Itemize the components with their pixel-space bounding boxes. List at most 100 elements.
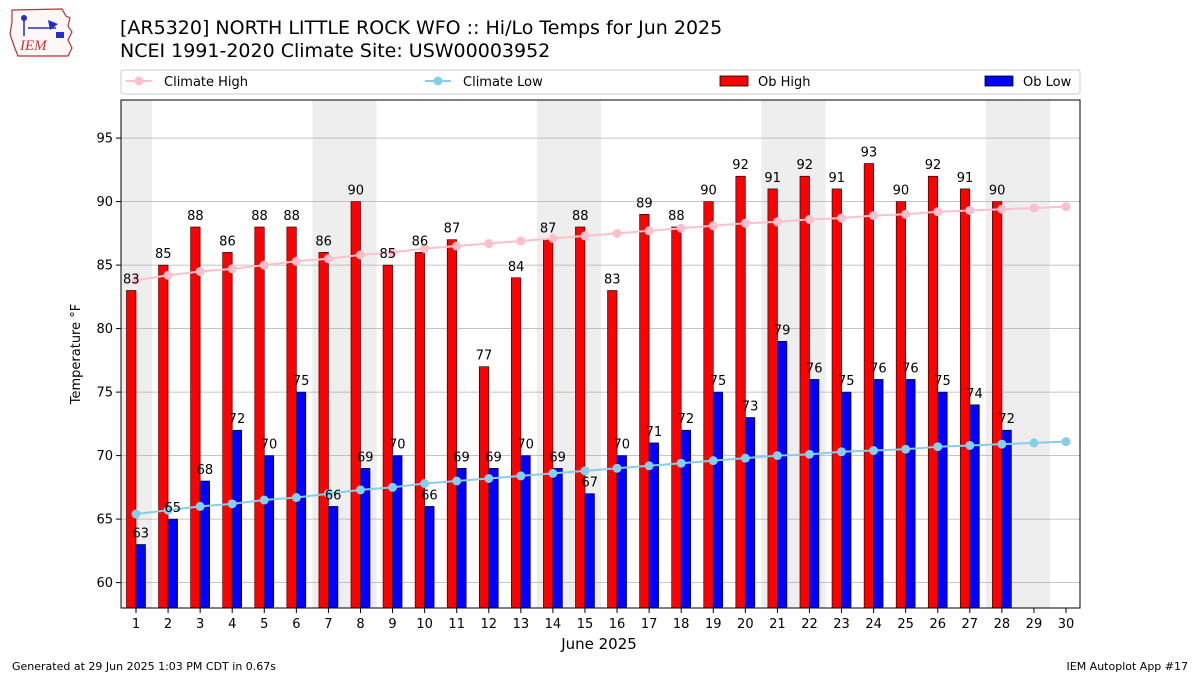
ob-low-bar-label: 69 — [549, 450, 566, 465]
ob-low-bar — [905, 379, 916, 609]
ob-low-bar-label: 63 — [132, 527, 149, 542]
climate-high-point — [708, 221, 718, 231]
ob-low-bar — [552, 467, 563, 609]
climate-low-point — [452, 476, 462, 486]
ob-high-bar — [831, 188, 842, 609]
ob-high-bar-label: 85 — [380, 247, 397, 262]
ob-low-bar-label: 70 — [614, 438, 631, 453]
ob-high-bar — [895, 201, 906, 609]
generated-timestamp: Generated at 29 Jun 2025 1:03 PM CDT in … — [12, 660, 277, 673]
x-tick-label: 22 — [801, 617, 818, 632]
ob-high-bar-label: 91 — [764, 171, 781, 186]
ob-low-bar-label: 75 — [710, 374, 727, 389]
ob-low-bar-label: 76 — [902, 361, 919, 376]
ob-low-bar — [873, 379, 884, 609]
ob-high-bar-label: 86 — [412, 234, 429, 249]
legend-frame — [120, 69, 1081, 95]
ob-high-bar — [254, 226, 265, 609]
ob-high-bar-label: 84 — [508, 260, 525, 275]
y-axis-label: Temperature °F — [69, 304, 84, 405]
ob-low-bar-label: 76 — [870, 361, 887, 376]
ob-low-bar-label: 75 — [838, 374, 855, 389]
climate-low-point — [676, 458, 686, 468]
ob-low-bar — [777, 340, 788, 609]
ob-high-bar — [190, 226, 201, 609]
weekend-band — [121, 100, 153, 608]
climate-high-line — [135, 205, 1067, 282]
y-tick-label: 90 — [96, 195, 113, 210]
ob-high-bar — [575, 226, 586, 609]
ob-high-bar — [318, 252, 329, 609]
x-tick-label: 8 — [356, 617, 364, 632]
y-tick-label: 75 — [96, 386, 113, 401]
ob-low-bar-label: 71 — [646, 425, 663, 440]
climate-high-point — [676, 223, 686, 233]
climate-low-point — [740, 453, 750, 463]
climate-high-point — [131, 275, 141, 285]
climate-high-point — [355, 250, 365, 260]
legend: Climate High Climate Low Ob High Ob Low — [120, 69, 1081, 95]
x-tick-label: 4 — [228, 617, 236, 632]
climate-high-point — [452, 241, 462, 251]
ob-high-bar — [286, 226, 297, 609]
ob-low-bar-label: 72 — [229, 412, 246, 427]
ob-high-bar-label: 86 — [219, 234, 236, 249]
ob-high-bar-label: 87 — [444, 222, 461, 237]
climate-high-point — [837, 213, 847, 223]
y-tick-label: 85 — [96, 259, 113, 274]
x-tick-label: 26 — [929, 617, 946, 632]
ob-high-bar-label: 90 — [700, 184, 717, 199]
climate-high-point — [901, 209, 911, 219]
climate-low-point — [195, 501, 205, 511]
ob-high-bar — [158, 264, 169, 609]
ob-high-bar-label: 92 — [925, 158, 942, 173]
app-credit: IEM Autoplot App #17 — [1066, 660, 1189, 673]
climate-low-point — [869, 446, 879, 456]
climate-high-point — [259, 260, 269, 270]
x-tick-label: 25 — [897, 617, 914, 632]
ob-low-bar — [616, 455, 627, 609]
data-labels: 83 85 88 86 88 88 86 90 85 86 87 77 84 87 88 83 89 88 90 92… — [123, 146, 1015, 542]
logo-text: IEM — [19, 38, 48, 54]
x-tick-label: 11 — [448, 617, 465, 632]
ob-low-bar-label: 66 — [421, 488, 438, 503]
ob-high-bar — [478, 366, 490, 609]
ob-low-bar — [199, 480, 210, 609]
ob-high-bar-label: 88 — [251, 209, 268, 224]
climate-low-point — [163, 505, 173, 515]
y-tick-label: 95 — [96, 132, 113, 147]
x-tick-label: 19 — [705, 617, 722, 632]
bars — [126, 163, 1012, 609]
ob-high-bar — [767, 188, 778, 609]
ob-high-bar-label: 92 — [732, 158, 749, 173]
x-tick-label: 10 — [416, 617, 433, 632]
climate-low-point — [997, 439, 1007, 449]
legend-climate-high-label: Climate High — [164, 75, 248, 90]
climate-high-point — [580, 231, 590, 241]
ob-high-bar — [414, 252, 425, 609]
climate-high-point — [548, 233, 558, 243]
climate-low-point — [548, 468, 558, 478]
climate-high-point — [772, 217, 782, 227]
ob-high-bar-label: 86 — [315, 234, 332, 249]
x-tick-label: 27 — [962, 617, 979, 632]
ob-high-bar — [703, 201, 714, 609]
legend-ob-high-label: Ob High — [758, 75, 811, 90]
climate-low-point — [131, 509, 141, 519]
ob-low-bar-label: 68 — [197, 463, 214, 478]
x-tick-label: 23 — [833, 617, 850, 632]
ob-low-bar-label: 75 — [293, 374, 310, 389]
climate-high-point — [195, 266, 205, 276]
ob-high-bar — [446, 239, 458, 609]
legend-ob-low-swatch — [984, 75, 1014, 87]
ob-high-bar — [863, 163, 874, 609]
climate-low-point — [420, 479, 430, 489]
x-tick-label: 2 — [164, 617, 172, 632]
climate-low-line — [135, 440, 1067, 516]
climate-low-point — [644, 461, 654, 471]
x-tick-label: 12 — [480, 617, 497, 632]
ob-high-bar-label: 89 — [636, 196, 653, 211]
climate-high-point — [740, 218, 750, 228]
ob-high-bar-label: 93 — [861, 146, 878, 161]
climate-high-point — [612, 228, 622, 238]
